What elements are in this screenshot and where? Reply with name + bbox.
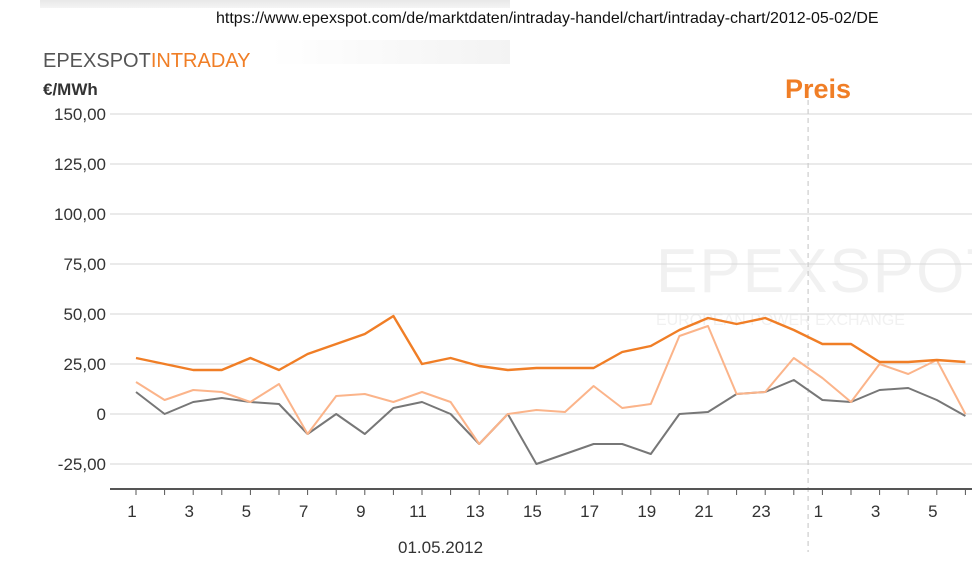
y-tick-label: 150,00 (54, 105, 106, 124)
brand-logo: EPEXSPOTINTRADAY (43, 50, 250, 73)
x-tick-label: 13 (466, 502, 485, 521)
y-tick-label: 125,00 (54, 155, 106, 174)
x-tick-label: 15 (523, 502, 542, 521)
y-tick-label: 100,00 (54, 205, 106, 224)
y-tick-label: 50,00 (63, 305, 106, 324)
x-tick-label: 3 (184, 502, 193, 521)
series-lines (135, 314, 967, 465)
watermark-logo: EPEXSPOT (656, 237, 972, 306)
x-tick-label: 3 (871, 502, 880, 521)
series-line-0 (135, 314, 966, 372)
x-axis: 1 3 5 7 9 11 13 15 17 19 21 23 1 3 5 (110, 488, 972, 521)
x-tick-label: 9 (356, 502, 365, 521)
y-tick-label: 25,00 (63, 355, 106, 374)
brand-part-epexspot: EPEXSPOT (43, 50, 151, 72)
x-tick-label: 1 (127, 502, 136, 521)
series-title: Preis (785, 74, 852, 104)
source-url: https://www.epexspot.com/de/marktdaten/i… (216, 10, 879, 27)
x-tick-label: 5 (928, 502, 937, 521)
x-tick-label: 7 (299, 502, 308, 521)
x-tick-label: 11 (409, 502, 427, 521)
y-axis-unit: €/MWh (43, 80, 98, 99)
y-tick-label: 75,00 (63, 255, 106, 274)
brand-bar (270, 40, 510, 64)
brand-part-intraday: INTRADAY (150, 50, 251, 72)
y-axis-ticks: 150,00 125,00 100,00 75,00 50,00 25,00 0 -25,00 (54, 105, 106, 474)
series-line-2 (135, 379, 966, 465)
x-axis-date: 01.05.2012 (398, 538, 484, 557)
series-line-1 (135, 325, 967, 445)
x-tick-label: 17 (580, 502, 599, 521)
x-tick-label: 19 (637, 502, 656, 521)
gridlines (110, 113, 972, 465)
x-tick-label: 1 (814, 502, 823, 521)
x-tick-label: 23 (752, 502, 771, 521)
y-tick-label: -25,00 (58, 455, 106, 474)
x-tick-label: 21 (695, 502, 714, 521)
browser-strip (40, 0, 510, 8)
y-tick-label: 0 (97, 405, 106, 424)
x-tick-label: 5 (242, 502, 251, 521)
watermark-subtitle: EUROPEAN POWER EXCHANGE (656, 312, 905, 329)
